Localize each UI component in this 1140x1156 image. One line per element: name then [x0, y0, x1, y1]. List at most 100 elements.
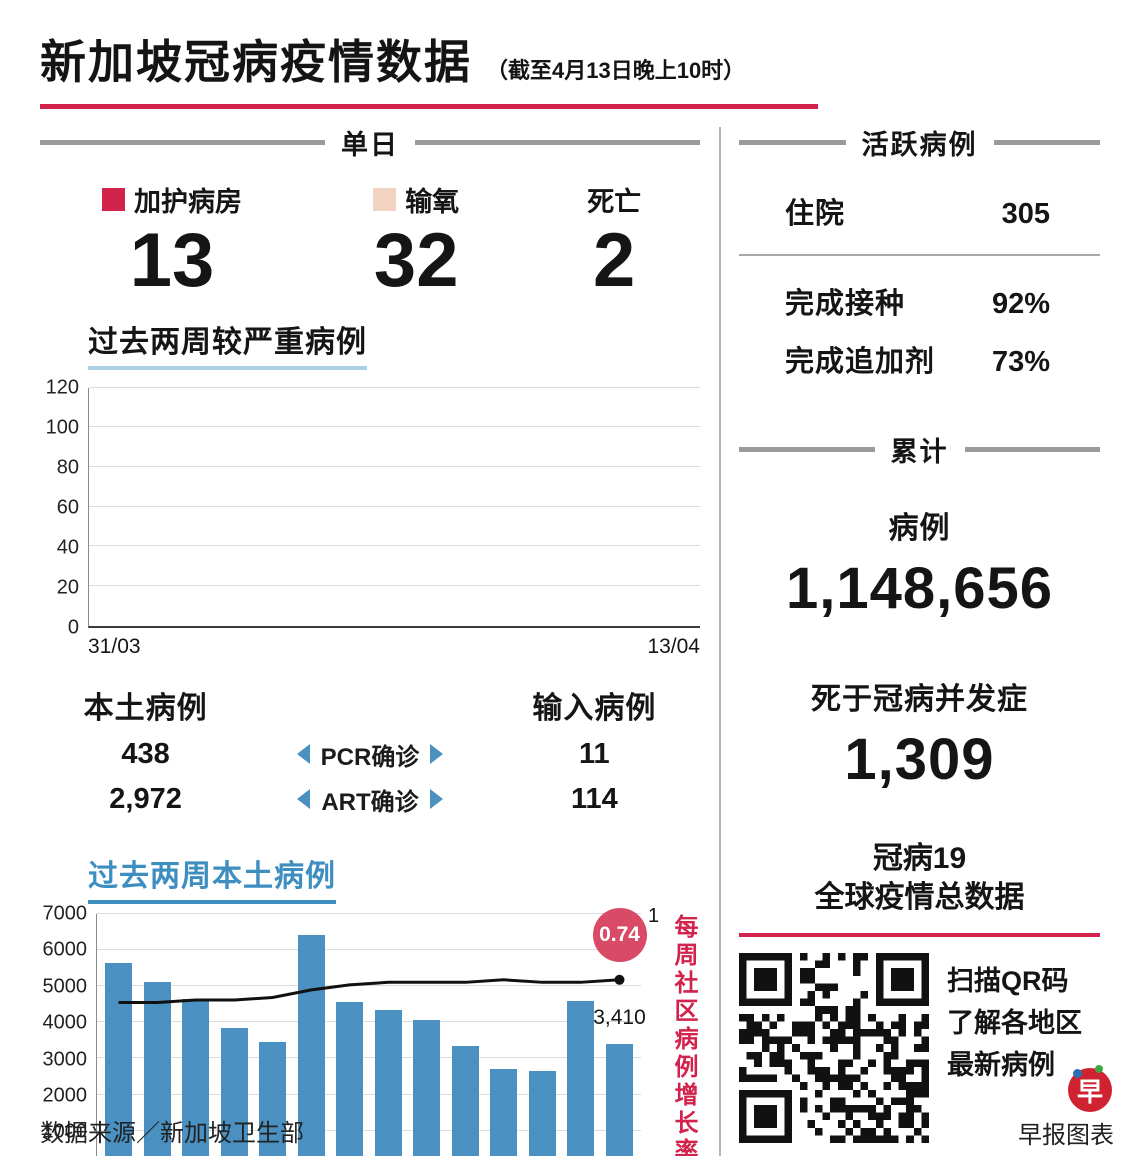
gridline	[97, 1129, 641, 1131]
column-divider	[719, 127, 721, 1156]
logo-character: 早	[1076, 1076, 1103, 1107]
death-value: 2	[593, 218, 636, 303]
local-imported-table: 本土病例 输入病例 438 PCR确诊 11	[40, 683, 700, 817]
local-case-bar	[605, 1043, 633, 1156]
hospitalized-row: 住院 305	[739, 190, 1100, 232]
header-line	[40, 140, 325, 145]
header-line	[415, 140, 700, 145]
y-axis-tick: 20	[56, 576, 79, 599]
art-local-value: 2,972	[109, 782, 182, 815]
title-timestamp: （截至4月13日晚上10时）	[486, 58, 746, 83]
y-axis-tick: 1000	[42, 1120, 88, 1143]
y-axis-tick: 60	[56, 496, 79, 519]
divider	[739, 254, 1100, 256]
severe-chart-plot	[88, 386, 700, 628]
local-case-bar	[182, 998, 210, 1156]
qr-caption-line3: 最新病例	[947, 1049, 1055, 1080]
art-row: 2,972 ART确诊 114	[40, 782, 700, 817]
severe-chart-x-axis: 31/03 13/04	[88, 635, 700, 659]
gridline	[89, 585, 700, 587]
gridline	[89, 545, 700, 547]
left-arrow-icon	[296, 744, 310, 765]
gridline	[97, 948, 641, 950]
vaccinated-label: 完成接种	[785, 288, 906, 320]
icu-stat: 加护病房 13	[40, 180, 304, 301]
local-chart-plot: 0.74 3,410	[96, 907, 647, 1156]
vaccinated-row: 完成接种 92%	[739, 280, 1100, 322]
death-label: 死亡	[587, 187, 642, 217]
y-axis-tick: 100	[45, 416, 79, 439]
header: 新加坡冠病疫情数据 （截至4月13日晚上10时）	[0, 0, 1140, 109]
zaobao-logo: 早	[1068, 1065, 1112, 1112]
y-axis-tick: 3000	[42, 1048, 88, 1071]
local-case-bar	[220, 1027, 248, 1156]
footer-source: 数据来源／新加坡卫生部	[40, 1120, 304, 1147]
qr-block: 扫描QR码 了解各地区 最新病例	[739, 953, 1100, 1143]
local-case-bar	[297, 935, 325, 1156]
oxygen-label: 输氧	[405, 187, 460, 217]
qr-caption-line2: 了解各地区	[947, 1007, 1082, 1038]
deaths-label: 死于冠病并发症	[811, 683, 1028, 716]
y-axis-tick: 80	[56, 456, 79, 479]
local-case-bar	[528, 1071, 556, 1156]
local-chart-heading: 过去两周本土病例	[88, 851, 336, 904]
active-cases-label: 活跃病例	[861, 130, 978, 160]
y-axis-tick: 40	[56, 536, 79, 559]
oxygen-value: 32	[373, 218, 459, 303]
local-case-bar	[413, 1020, 441, 1156]
deaths-value: 1,309	[844, 727, 995, 792]
local-case-bar	[451, 1045, 479, 1156]
gridline	[97, 1057, 641, 1059]
pcr-local-value: 438	[121, 737, 170, 770]
y-axis-tick: 120	[45, 376, 79, 399]
severe-cases-chart: 0 20 40 60 80 100 120	[40, 376, 700, 638]
global-title-underline	[739, 933, 1100, 937]
y-axis-tick: 0	[67, 616, 79, 639]
oxygen-legend-swatch	[373, 188, 397, 211]
hospitalized-label: 住院	[785, 198, 846, 230]
y-axis-tick: 5000	[42, 975, 88, 998]
y-axis-tick: 2000	[42, 1084, 88, 1107]
booster-value: 73%	[991, 346, 1050, 378]
qr-caption: 扫描QR码 了解各地区 最新病例	[947, 953, 1082, 1143]
local-cases-header: 本土病例	[83, 691, 208, 725]
oxygen-stat: 输氧 32	[304, 180, 528, 301]
total-cases-value: 1,148,656	[785, 556, 1054, 621]
growth-rate-badge: 0.74	[592, 907, 647, 962]
footer: 数据来源／新加坡卫生部 早 早报图表	[40, 1065, 1114, 1150]
local-case-bar	[336, 1002, 364, 1156]
severe-chart-heading: 过去两周较严重病例	[88, 317, 367, 370]
header-line	[739, 140, 846, 145]
total-cases-label: 病例	[888, 512, 951, 545]
local-case-bar	[490, 1069, 518, 1156]
y-axis-tick: 6000	[42, 938, 88, 961]
last-bar-value-label: 3,410	[593, 1005, 646, 1029]
x-tick-end: 13/04	[647, 634, 700, 658]
local-case-bar	[259, 1042, 287, 1156]
right-arrow-icon	[430, 744, 444, 765]
gridline	[97, 912, 641, 914]
growth-rate-axis-label: 每周社区病例增长率	[670, 913, 697, 1156]
page-title: 新加坡冠病疫情数据	[40, 36, 472, 88]
header-line	[964, 447, 1100, 452]
global-data-title-line2: 全球疫情总数据	[814, 881, 1025, 914]
pcr-label: PCR确诊	[320, 743, 420, 771]
gridline	[89, 466, 700, 468]
local-case-bar	[374, 1009, 402, 1156]
right-axis-top-tick: 1	[648, 904, 660, 927]
gridline	[97, 985, 641, 987]
qr-code	[739, 953, 929, 1143]
title-underline	[40, 104, 818, 109]
art-imported-value: 114	[570, 782, 618, 815]
right-arrow-icon	[429, 789, 443, 810]
logo-green-dot	[1095, 1065, 1103, 1073]
booster-label: 完成追加剂	[785, 346, 936, 378]
daily-stats: 加护病房 13 输氧 32 死亡 2	[40, 180, 700, 301]
gridline	[97, 1021, 641, 1023]
active-cases-header: 活跃病例	[739, 123, 1100, 162]
art-label: ART确诊	[321, 788, 419, 816]
summary-panel: 活跃病例 住院 305 完成接种 92% 完成追加剂 73% 累计 病例	[739, 123, 1100, 1156]
gridline	[89, 505, 700, 507]
imported-cases-header: 输入病例	[532, 691, 657, 725]
booster-row: 完成追加剂 73%	[739, 338, 1100, 380]
